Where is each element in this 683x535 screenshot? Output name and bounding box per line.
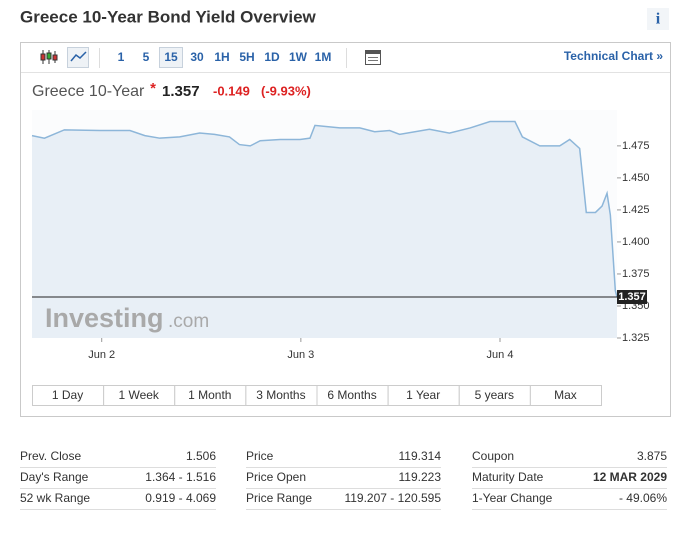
interval-button[interactable]: 30	[190, 50, 204, 64]
watermark: Investing	[45, 303, 164, 333]
y-tick-label: 1.375	[622, 268, 650, 280]
interval-button[interactable]: 5	[143, 50, 150, 64]
last-price-label: 1.357	[618, 291, 646, 303]
quote-change: -0.149	[213, 83, 250, 98]
interval-button[interactable]: 1M	[315, 50, 332, 64]
stat-label: Maturity Date	[472, 470, 544, 484]
interval-button[interactable]: 1	[118, 50, 125, 64]
stat-label: 1-Year Change	[472, 491, 553, 505]
watermark-domain: .com	[168, 311, 209, 332]
interval-selected	[159, 47, 183, 68]
stat-value: 119.314	[399, 449, 442, 463]
x-tick-label: Jun 2	[88, 349, 115, 361]
range-label: 3 Months	[256, 388, 305, 402]
interval-button[interactable]: 1D	[264, 50, 280, 64]
line-icon	[70, 51, 87, 62]
stat-label: Coupon	[472, 449, 514, 463]
stat-value: 119.207 - 120.595	[344, 491, 441, 505]
interval-button[interactable]: 5H	[239, 50, 254, 64]
y-tick-label: 1.425	[622, 204, 650, 216]
calendar-icon[interactable]	[365, 50, 381, 65]
candle-icon[interactable]	[40, 50, 58, 64]
stat-label: Prev. Close	[20, 449, 81, 463]
line-icon-button[interactable]	[67, 47, 89, 68]
range-label: 1 Year	[406, 388, 440, 402]
page-title: Greece 10-Year Bond Yield Overview	[20, 7, 317, 26]
stat-value: 1.364 - 1.516	[145, 470, 216, 484]
range-button[interactable]	[529, 385, 602, 406]
quote-marker: *	[150, 80, 156, 97]
info-icon: i	[656, 11, 661, 28]
range-label: 1 Week	[118, 388, 159, 402]
y-tick-label: 1.450	[622, 172, 650, 184]
y-tick-label: 1.400	[622, 236, 650, 248]
stat-value: 119.223	[399, 470, 442, 484]
y-tick-label: 1.325	[622, 332, 650, 344]
area-fill	[32, 121, 617, 338]
info-button[interactable]	[647, 8, 669, 30]
stat-value: 0.919 - 4.069	[145, 491, 216, 505]
price-line	[31, 120, 618, 298]
quote-name: Greece 10-Year	[32, 83, 145, 100]
range-label: 1 Month	[188, 388, 231, 402]
stat-label: 52 wk Range	[20, 491, 90, 505]
quote-change-pct: (-9.93%)	[261, 83, 311, 98]
stat-value: - 49.06%	[619, 491, 667, 505]
interval-button[interactable]: 15	[164, 50, 178, 64]
stat-label: Day's Range	[20, 470, 89, 484]
x-tick-label: Jun 4	[487, 349, 514, 361]
technical-chart-link[interactable]: Technical Chart »	[564, 49, 663, 63]
y-tick-label: 1.475	[622, 140, 650, 152]
stat-label: Price	[246, 449, 274, 463]
range-label: 5 years	[475, 388, 514, 402]
quote-price: 1.357	[162, 83, 200, 100]
interval-button[interactable]: 1W	[289, 50, 308, 64]
interval-button[interactable]: 1H	[214, 50, 229, 64]
range-label: Max	[554, 388, 577, 402]
widget-frame	[20, 42, 671, 417]
range-label: 6 Months	[327, 388, 376, 402]
x-tick-label: Jun 3	[287, 349, 314, 361]
range-label: 1 Day	[52, 388, 83, 402]
last-price-box	[617, 290, 647, 305]
stat-value: 12 MAR 2029	[593, 470, 667, 484]
stat-label: Price Range	[246, 491, 312, 505]
stat-value: 3.875	[637, 449, 667, 463]
stat-label: Price Open	[246, 470, 306, 484]
stat-value: 1.506	[186, 449, 216, 463]
